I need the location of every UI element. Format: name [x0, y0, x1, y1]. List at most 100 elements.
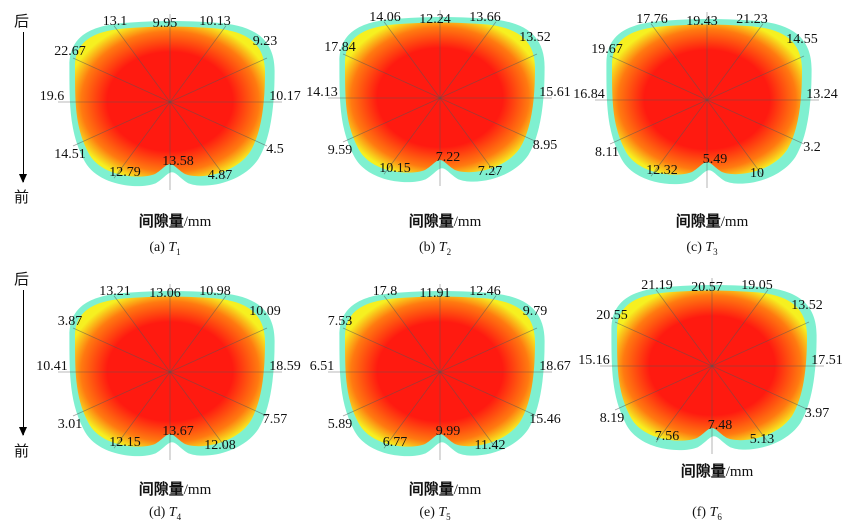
- clearance-value: 20.57: [691, 280, 723, 295]
- spoke-line: [113, 25, 171, 103]
- spoke-line: [72, 57, 171, 103]
- clearance-value: 7.48: [707, 418, 733, 433]
- clearance-value: 7.22: [435, 150, 461, 165]
- clearance-value: 12.79: [109, 165, 141, 180]
- caption-prefix: (e): [419, 505, 439, 520]
- clearance-value: 3.2: [803, 140, 821, 155]
- spoke-line: [72, 101, 171, 147]
- caption-var: T: [705, 240, 714, 255]
- clearance-value: 19.67: [591, 42, 623, 57]
- caption-prefix: (a): [149, 240, 169, 255]
- spoke-line: [342, 53, 441, 99]
- spoke-line: [609, 55, 708, 101]
- clearance-value: 9.59: [327, 143, 353, 158]
- panel-caption: (e) T5: [419, 505, 450, 522]
- clearance-value: 17.8: [372, 284, 398, 299]
- spoke-line: [439, 327, 538, 373]
- clearance-value: 12.15: [109, 435, 141, 450]
- caption-sub: 5: [446, 511, 451, 522]
- panel-caption: (d) T4: [149, 505, 181, 522]
- caption-prefix: (f): [692, 505, 710, 520]
- spoke-line: [72, 327, 171, 373]
- axis-label-text: 间隙量: [138, 480, 184, 498]
- clearance-value: 13.24: [806, 87, 838, 102]
- axis-label-text: 间隙量: [680, 462, 726, 480]
- spoke-line: [383, 295, 441, 373]
- panel-caption: (f) T6: [692, 505, 722, 522]
- clearance-value: 8.11: [595, 145, 619, 160]
- spoke-line: [439, 371, 538, 417]
- clearance-value: 5.49: [702, 152, 728, 167]
- spoke-line: [609, 99, 708, 145]
- clearance-value: 19.05: [741, 278, 773, 293]
- spoke-line: [342, 371, 441, 417]
- caption-sub: 1: [176, 246, 181, 257]
- axis-label: 间隙量/mm: [409, 478, 482, 499]
- arrow-down-icon-2: [19, 290, 27, 436]
- spoke-line: [439, 21, 497, 99]
- axis-label: 间隙量/mm: [676, 210, 749, 231]
- spoke-line: [169, 101, 227, 179]
- spoke-line: [614, 365, 713, 411]
- clearance-value: 15.46: [529, 412, 561, 427]
- clearance-value: 4.87: [207, 168, 233, 183]
- spoke-line: [72, 371, 171, 417]
- spoke-line: [650, 99, 708, 177]
- axis-label-unit: /mm: [453, 214, 482, 230]
- axis-label-text: 间隙量: [675, 212, 721, 230]
- spoke-line: [650, 23, 708, 101]
- axis-label: 间隙量/mm: [139, 478, 212, 499]
- caption-sub: 3: [713, 246, 718, 257]
- clearance-value: 18.67: [539, 359, 571, 374]
- clearance-value: 13.06: [149, 286, 181, 301]
- spoke-line: [614, 321, 713, 367]
- clearance-value: 17.84: [324, 40, 356, 55]
- caption-prefix: (d): [148, 505, 169, 520]
- axis-label-text: 间隙量: [408, 212, 454, 230]
- clearance-value: 7.57: [262, 412, 288, 427]
- spoke-line: [383, 371, 441, 449]
- spoke-line: [383, 21, 441, 99]
- clearance-value: 3.97: [804, 406, 830, 421]
- clearance-value: 5.89: [327, 417, 353, 432]
- spoke-line: [711, 365, 810, 411]
- panel-caption: (a) T1: [149, 240, 180, 257]
- spoke-line: [439, 295, 497, 373]
- spoke-line: [169, 327, 268, 373]
- clearance-value: 9.95: [152, 16, 178, 31]
- caption-var: T: [709, 505, 718, 520]
- caption-sub: 2: [446, 246, 452, 257]
- direction-back-label-2: 后: [14, 270, 30, 288]
- clearance-value: 14.51: [54, 147, 86, 162]
- axis-label-unit: /mm: [183, 214, 212, 230]
- clearance-value: 7.56: [654, 429, 680, 444]
- clearance-value: 13.67: [162, 424, 194, 439]
- spoke-line: [169, 371, 268, 417]
- spoke-line: [706, 23, 764, 101]
- caption-sub: 4: [176, 511, 182, 522]
- clearance-value: 18.59: [269, 359, 301, 374]
- clearance-value: 20.55: [596, 308, 628, 323]
- spoke-line: [342, 97, 441, 143]
- clearance-value: 5.13: [749, 432, 775, 447]
- clearance-value: 6.51: [309, 359, 335, 374]
- clearance-value: 13.52: [519, 30, 551, 45]
- spoke-line: [113, 101, 171, 179]
- clearance-value: 13.66: [469, 10, 501, 25]
- spoke-line: [706, 99, 805, 145]
- clearance-value: 11.91: [419, 286, 451, 301]
- axis-label: 间隙量/mm: [681, 460, 754, 481]
- axis-label-unit: /mm: [453, 482, 482, 498]
- clearance-value: 10.13: [199, 14, 231, 29]
- clearance-value: 10.98: [199, 284, 231, 299]
- arrow-down-icon: [19, 32, 27, 183]
- clearance-value: 10.41: [36, 359, 68, 374]
- clearance-value: 7.27: [477, 164, 503, 179]
- axis-label-unit: /mm: [725, 464, 754, 480]
- direction-front-label-2: 前: [14, 442, 30, 460]
- clearance-value: 3.01: [57, 417, 83, 432]
- caption-var: T: [168, 240, 177, 255]
